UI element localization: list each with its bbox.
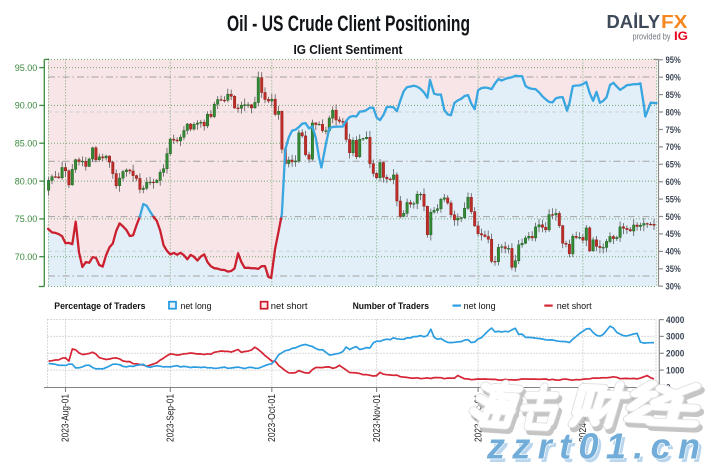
svg-text:2023-Oct-01: 2023-Oct-01 xyxy=(267,394,278,442)
svg-text:75.00: 75.00 xyxy=(15,214,38,225)
svg-text:provided by: provided by xyxy=(633,32,671,42)
svg-text:90.00: 90.00 xyxy=(15,101,38,112)
svg-text:2000: 2000 xyxy=(666,349,684,360)
svg-text:1000: 1000 xyxy=(666,365,684,376)
svg-text:70%: 70% xyxy=(666,142,682,153)
svg-text:Percentage of Traders: Percentage of Traders xyxy=(54,300,145,311)
svg-text:FX: FX xyxy=(661,12,688,32)
svg-text:80%: 80% xyxy=(666,107,682,118)
svg-text:75%: 75% xyxy=(666,125,682,136)
svg-text:70.00: 70.00 xyxy=(15,252,38,263)
svg-text:IG Client Sentiment: IG Client Sentiment xyxy=(294,42,404,57)
svg-text:35%: 35% xyxy=(666,264,682,275)
svg-text:2023-Aug-01: 2023-Aug-01 xyxy=(61,394,72,442)
svg-text:net short: net short xyxy=(557,300,592,311)
svg-text:DAILY: DAILY xyxy=(607,12,661,32)
svg-text:40%: 40% xyxy=(666,247,682,258)
svg-text:zzrt01.cn: zzrt01.cn xyxy=(489,429,711,464)
svg-text:4000: 4000 xyxy=(666,315,684,326)
svg-text:95%: 95% xyxy=(666,55,682,66)
svg-text:IG: IG xyxy=(674,31,688,43)
svg-text:net long: net long xyxy=(464,300,496,311)
svg-text:95.00: 95.00 xyxy=(15,63,38,74)
svg-text:net short: net short xyxy=(271,300,308,311)
svg-text:55%: 55% xyxy=(666,194,682,205)
svg-text:85%: 85% xyxy=(666,90,682,101)
svg-text:2023-Sep-01: 2023-Sep-01 xyxy=(166,394,177,442)
svg-text:Oil - US Crude Client Position: Oil - US Crude Client Positioning xyxy=(227,11,470,36)
svg-text:Number of Traders: Number of Traders xyxy=(353,300,429,311)
svg-text:30%: 30% xyxy=(666,282,682,293)
svg-text:80.00: 80.00 xyxy=(15,176,38,187)
svg-text:3000: 3000 xyxy=(666,332,684,343)
svg-text:90%: 90% xyxy=(666,73,682,84)
svg-text:50%: 50% xyxy=(666,212,682,223)
svg-text:65%: 65% xyxy=(666,160,682,171)
svg-text:85.00: 85.00 xyxy=(15,139,38,150)
svg-text:net long: net long xyxy=(181,300,212,311)
svg-text:zzrt01.cn: zzrt01.cn xyxy=(486,426,708,464)
svg-text:2023-Nov-01: 2023-Nov-01 xyxy=(372,394,383,442)
svg-text:45%: 45% xyxy=(666,229,682,240)
svg-text:60%: 60% xyxy=(666,177,682,188)
